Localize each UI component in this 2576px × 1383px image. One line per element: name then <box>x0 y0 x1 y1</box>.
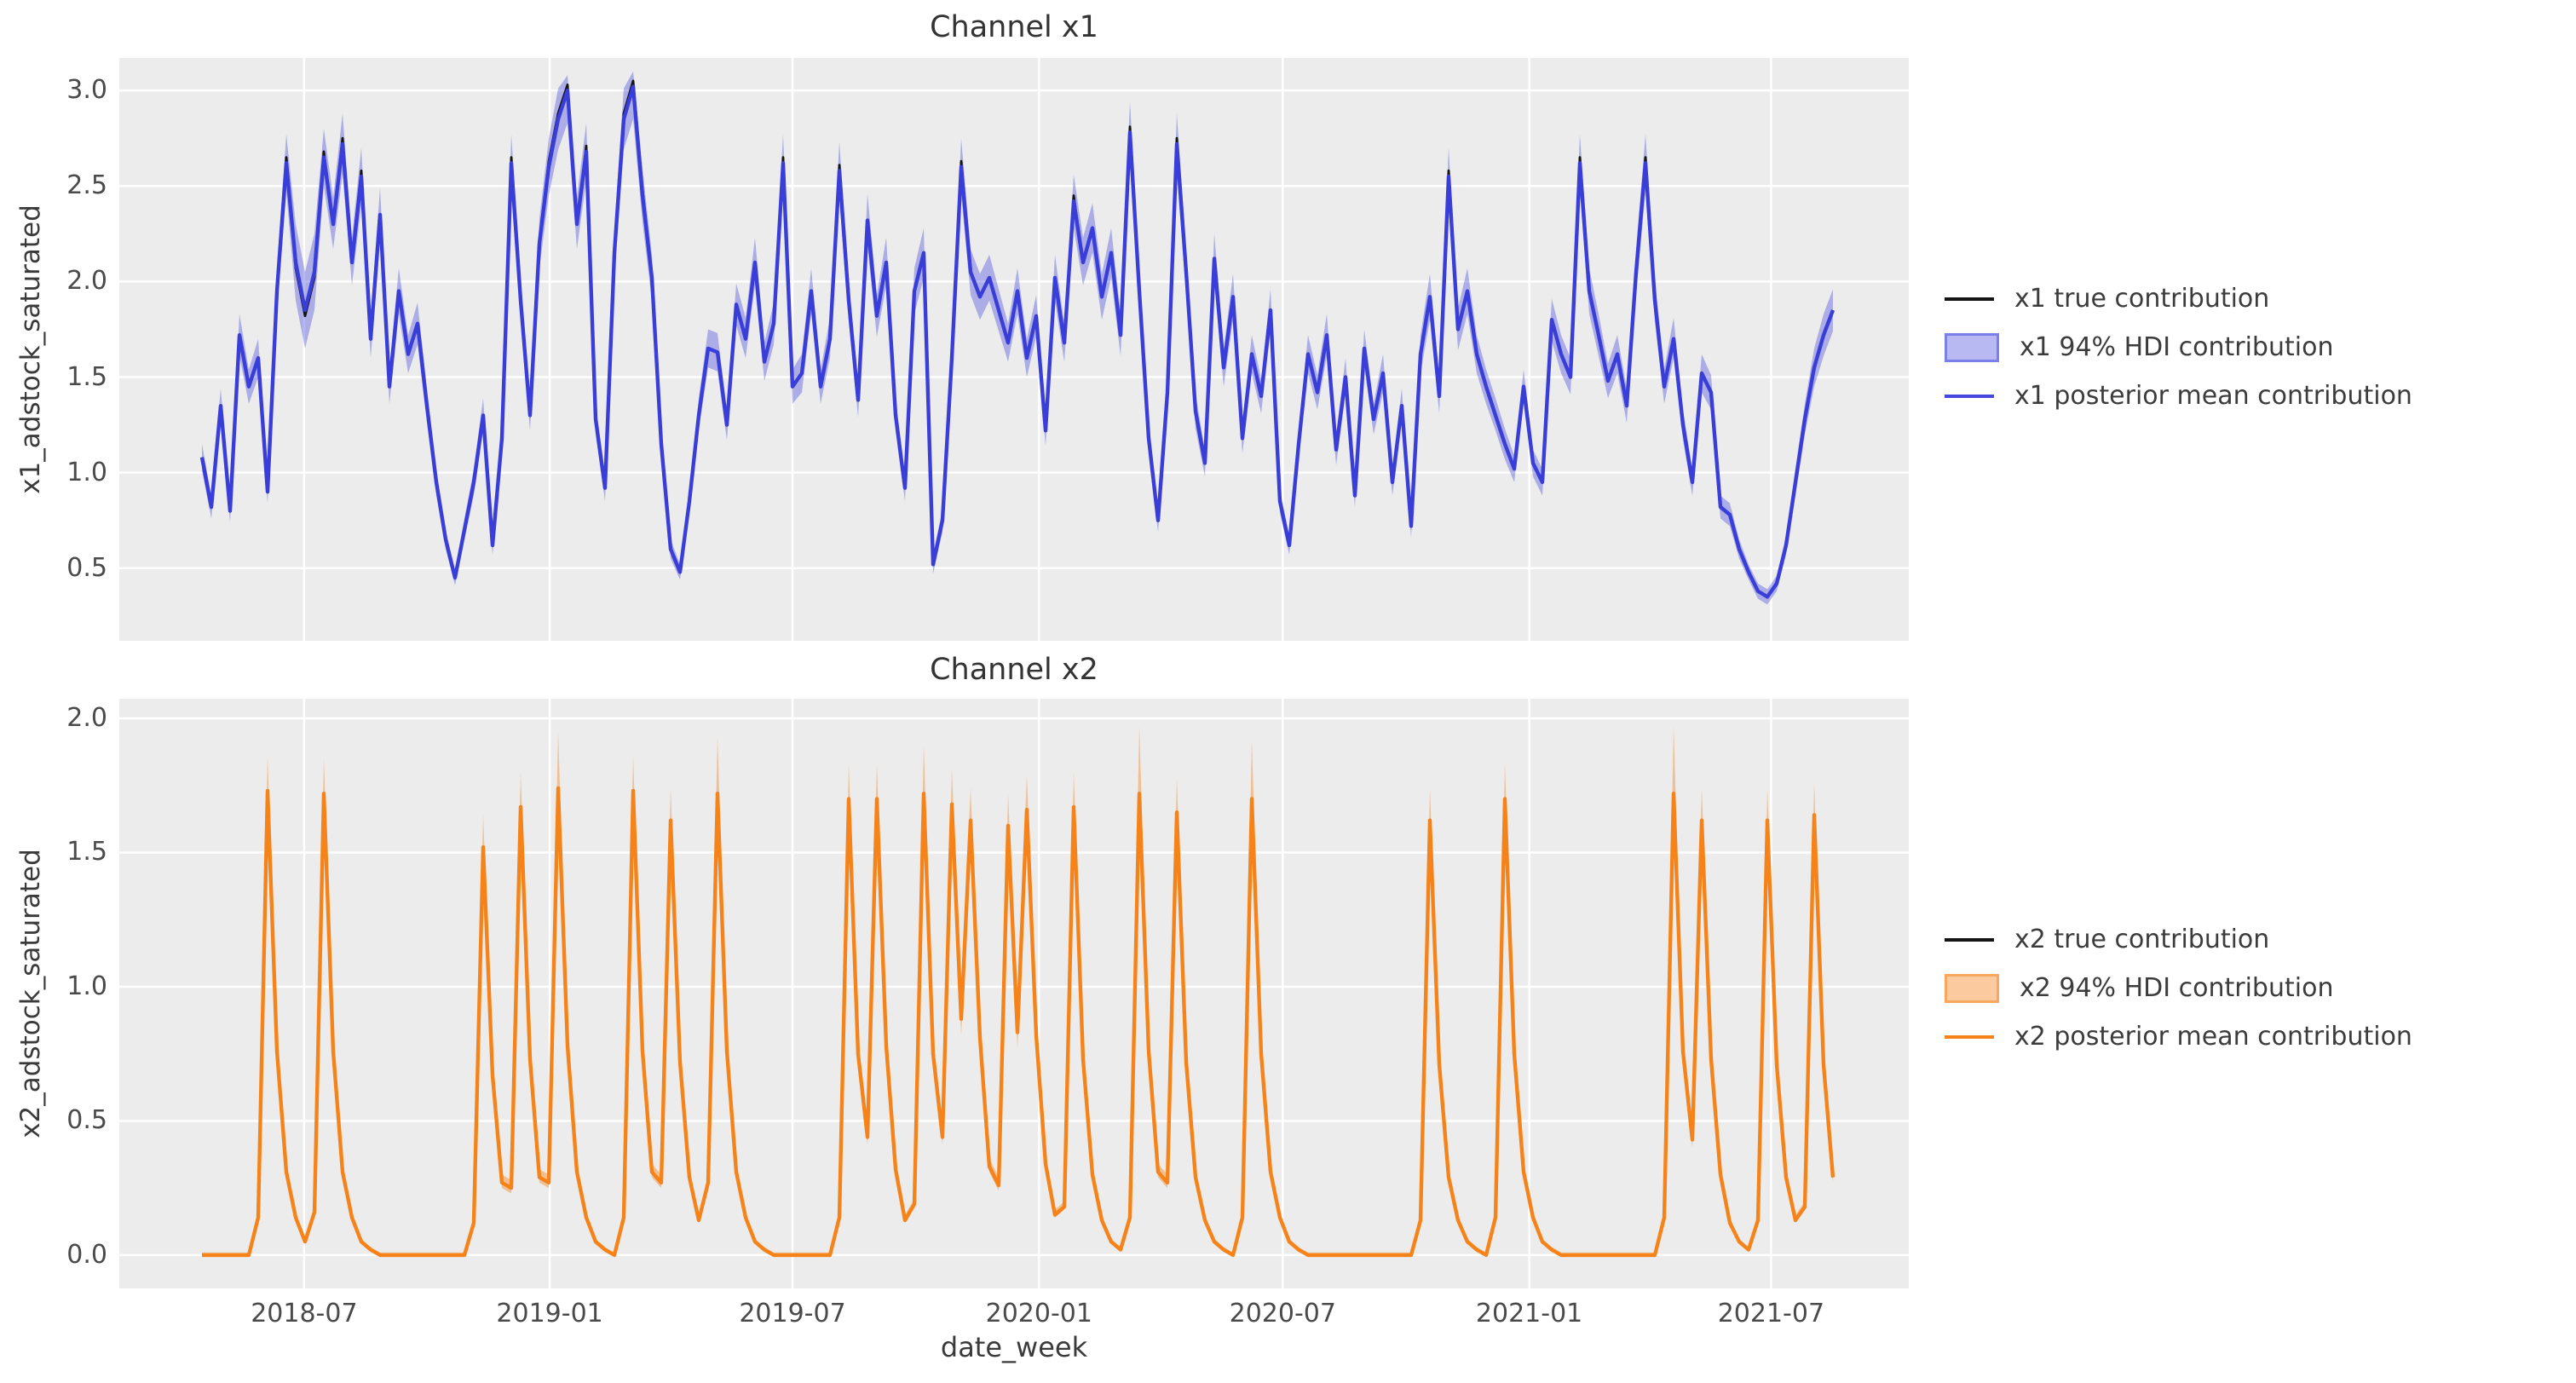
y-tick-label: 1.0 <box>66 457 107 487</box>
y-tick-label: 3.0 <box>66 75 107 106</box>
x-tick-label: 2021-07 <box>1717 1299 1825 1328</box>
x1-hdi-patch-swatch <box>1945 332 1999 362</box>
legend-label: x2 94% HDI contribution <box>2020 973 2334 1003</box>
subplot2-title: Channel x2 <box>930 653 1098 687</box>
legend-label: x2 posterior mean contribution <box>2014 1022 2412 1052</box>
y-tick-label: 1.5 <box>66 837 107 867</box>
legend-item-x2-mean: x2 posterior mean contribution <box>1945 1012 2412 1061</box>
y-tick-label: 0.5 <box>66 1105 107 1136</box>
legend-item-x1-hdi: x1 94% HDI contribution <box>1945 323 2412 372</box>
legend-item-x1-mean: x1 posterior mean contribution <box>1945 372 2412 420</box>
x-tick-label: 2020-01 <box>985 1299 1092 1328</box>
subplot1-title: Channel x1 <box>930 10 1098 44</box>
x1-true-line-swatch <box>1945 297 1994 301</box>
subplot1-ylabel: x1_adstock_saturated <box>15 205 46 494</box>
plot-background <box>119 58 1909 641</box>
y-tick-label: 0.0 <box>66 1239 107 1270</box>
x-tick-label: 2019-01 <box>496 1299 603 1328</box>
x2-hdi-patch-swatch <box>1945 973 1999 1003</box>
x-tick-label: 2019-07 <box>739 1299 846 1328</box>
legend-x1: x1 true contribution x1 94% HDI contribu… <box>1945 274 2412 420</box>
legend-label: x2 true contribution <box>2014 925 2270 954</box>
y-tick-label: 2.0 <box>66 266 107 297</box>
legend-label: x1 true contribution <box>2014 284 2270 314</box>
y-tick-label: 0.5 <box>66 552 107 583</box>
y-tick-label: 2.0 <box>66 702 107 733</box>
posterior-mean-line <box>199 84 1835 599</box>
x-tick-label: 2018-07 <box>251 1299 358 1328</box>
posterior-mean-line <box>202 786 1835 1258</box>
x2-mean-line-swatch <box>1945 1034 1994 1039</box>
legend-label: x1 posterior mean contribution <box>2014 381 2412 411</box>
x-axis-label: date_week <box>940 1331 1088 1363</box>
x2-true-line-swatch <box>1945 937 1994 942</box>
y-tick-label: 2.5 <box>66 170 107 201</box>
x1-mean-line-swatch <box>1945 394 1994 398</box>
legend-label: x1 94% HDI contribution <box>2020 332 2334 362</box>
legend-item-x2-true: x2 true contribution <box>1945 915 2412 964</box>
x-tick-label: 2021-01 <box>1475 1299 1583 1328</box>
legend-x2: x2 true contribution x2 94% HDI contribu… <box>1945 915 2412 1061</box>
x-tick-label: 2020-07 <box>1229 1299 1336 1328</box>
legend-item-x1-true: x1 true contribution <box>1945 274 2412 323</box>
y-tick-label: 1.5 <box>66 361 107 392</box>
y-tick-label: 1.0 <box>66 971 107 1001</box>
legend-item-x2-hdi: x2 94% HDI contribution <box>1945 964 2412 1012</box>
